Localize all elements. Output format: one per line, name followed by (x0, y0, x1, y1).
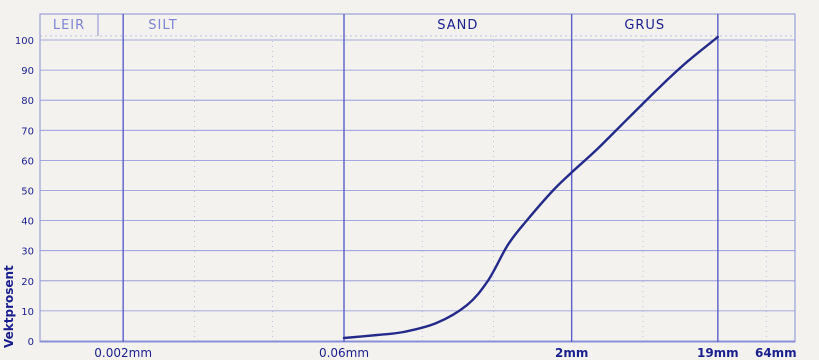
data-point (507, 243, 509, 246)
y-tick-label: 80 (21, 96, 34, 107)
y-tick-label: 70 (21, 126, 34, 137)
grain-class-silt: SILT (148, 18, 177, 33)
y-tick-label: 60 (21, 156, 34, 167)
y-tick-label: 90 (21, 66, 34, 77)
data-point (552, 189, 554, 192)
x-tick-label: 2mm (555, 346, 588, 360)
plot-frame (39, 13, 796, 343)
x-tick-label: 0.06mm (319, 346, 369, 360)
data-point (343, 337, 345, 339)
data-point (716, 36, 719, 38)
grain-class-grus: GRUS (624, 18, 665, 33)
y-tick-label: 40 (21, 217, 34, 228)
data-point (486, 279, 489, 282)
y-tick-label: 50 (21, 187, 34, 198)
data-point (570, 171, 573, 174)
data-point (466, 303, 469, 306)
x-tick-label: 0.002mm (94, 346, 152, 360)
series (342, 35, 719, 340)
data-point (435, 322, 438, 324)
y-tick-label: 30 (21, 247, 34, 258)
grain-size-curve (342, 35, 719, 340)
x-tick-label: 64mm (755, 346, 797, 360)
x-tick-label: 19mm (697, 346, 739, 360)
grain-class-leir: LEIR (53, 18, 85, 33)
data-point (525, 219, 528, 222)
y-tick-label: 10 (21, 307, 34, 318)
y-tick-label: 0 (28, 337, 34, 348)
x-axis-ticks: 0.002mm 0.06mm 2mm 19mm 64mm (94, 346, 796, 360)
y-axis-ticks: 0 10 20 30 40 50 60 70 80 90 100 (15, 36, 34, 348)
grid (39, 13, 796, 343)
data-point (376, 334, 379, 336)
data-point (630, 114, 633, 117)
data-point (402, 331, 405, 333)
y-tick-label: 100 (15, 36, 34, 47)
data-point (660, 84, 663, 87)
y-axis-label: Vektprosent (2, 265, 16, 348)
data-point (687, 60, 689, 62)
grain-class-sand: SAND (437, 18, 478, 33)
grain-class-labels: LEIR SILT SAND GRUS (53, 18, 665, 33)
data-point (597, 147, 599, 150)
y-tick-label: 20 (21, 277, 34, 288)
